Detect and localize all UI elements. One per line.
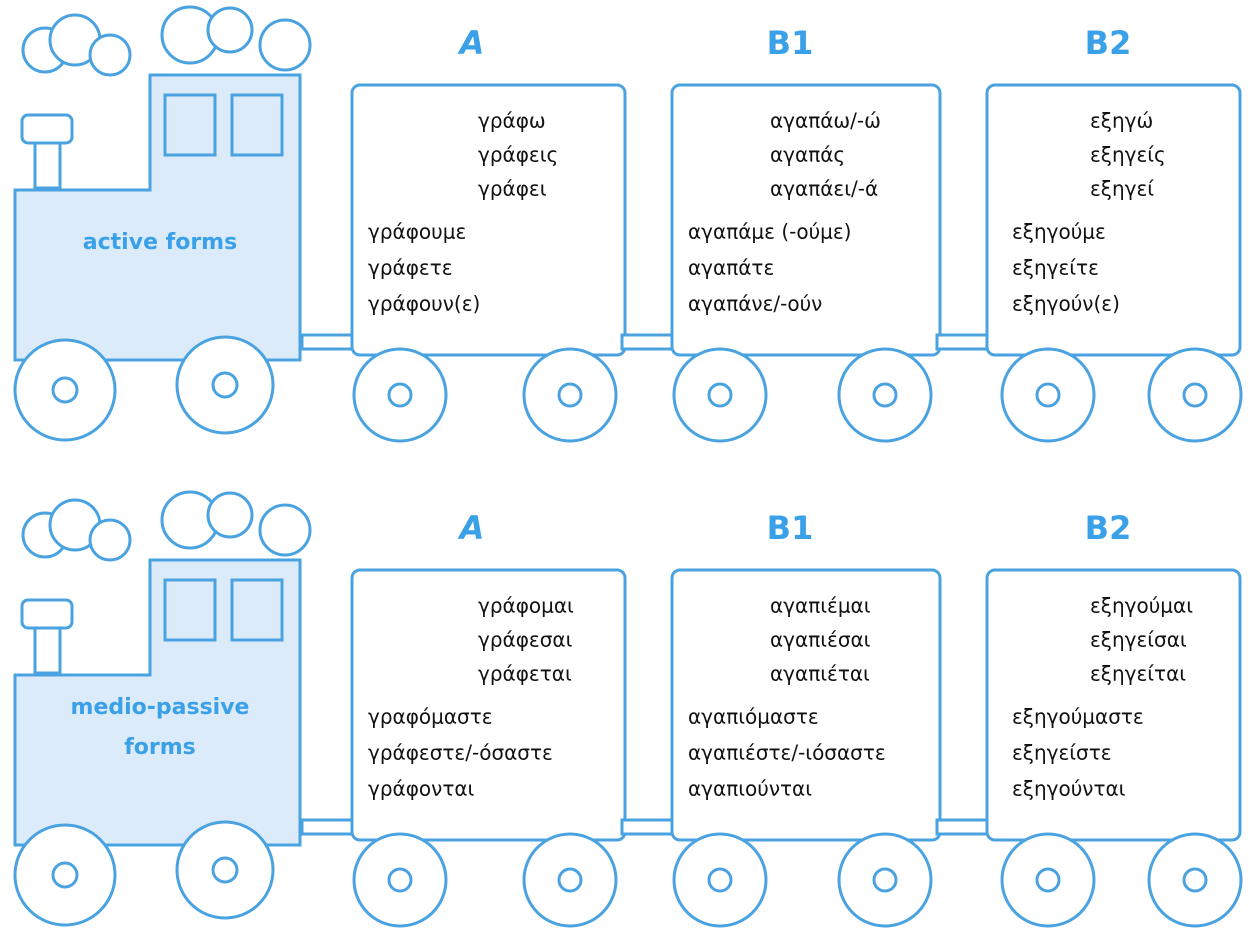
smoke-cloud [88, 518, 132, 562]
chimney [20, 598, 74, 630]
plural-form: εξηγείστε [1012, 741, 1112, 765]
wheel-hub [387, 867, 413, 893]
singular-form: αγαπάς [770, 143, 845, 167]
wagon-heading: B2 [1085, 509, 1132, 547]
engine-window [230, 93, 284, 157]
wagon-heading: A [457, 24, 485, 62]
coupler [300, 818, 356, 836]
engine-window [230, 578, 284, 642]
wheel-hub [1182, 867, 1208, 893]
singular-form: εξηγεί [1090, 177, 1154, 201]
wagon-heading: A [457, 509, 485, 547]
wheel-hub [211, 856, 239, 884]
singular-form: αγαπάω/-ώ [770, 109, 881, 133]
wheel-hub [1035, 867, 1061, 893]
coupler [935, 333, 991, 351]
wagon [985, 83, 1242, 357]
coupler [620, 818, 676, 836]
plural-form: γράφετε [368, 256, 453, 280]
plural-form: αγαπιόμαστε [688, 705, 819, 729]
plural-form: γράφουν(ε) [368, 292, 480, 316]
plural-form: αγαπάνε/-ούν [688, 292, 822, 316]
engine-body [13, 73, 302, 362]
plural-form: εξηγούνται [1012, 777, 1126, 801]
engine-window [163, 93, 217, 157]
wheel-hub [707, 382, 733, 408]
singular-form: αγαπιέμαι [770, 594, 871, 618]
wagon-heading: B1 [767, 509, 814, 547]
singular-form: αγαπιέται [770, 662, 870, 686]
plural-form: αγαπιέστε/-ιόσαστε [688, 741, 886, 765]
wheel-hub [557, 867, 583, 893]
wagon [350, 83, 627, 357]
engine-label: medio-passive [71, 695, 250, 720]
plural-form: γραφόμαστε [368, 705, 493, 729]
wheel-hub [211, 371, 239, 399]
singular-form: γράφεται [478, 662, 572, 686]
wheel-hub [1035, 382, 1061, 408]
wheel-hub [51, 376, 79, 404]
wheel-hub [557, 382, 583, 408]
smoke-cloud [258, 18, 312, 72]
engine-label: active forms [83, 230, 237, 255]
smoke-cloud [258, 503, 312, 557]
singular-form: αγαπάει/-ά [770, 177, 878, 201]
singular-form: γράφομαι [478, 594, 574, 618]
plural-form: εξηγούν(ε) [1012, 292, 1120, 316]
plural-form: εξηγούμε [1012, 220, 1106, 244]
singular-form: γράφει [478, 177, 547, 201]
chimney-stem [33, 141, 62, 190]
wheel-hub [872, 382, 898, 408]
wagon [670, 83, 942, 357]
plural-form: εξηγούμαστε [1012, 705, 1144, 729]
coupler [300, 333, 356, 351]
plural-form: αγαπάτε [688, 256, 774, 280]
wagon [670, 568, 942, 842]
coupler [620, 333, 676, 351]
engine-label: forms [124, 735, 196, 760]
plural-form: γράφεστε/-όσαστε [368, 741, 553, 765]
singular-form: γράφω [478, 109, 546, 133]
plural-form: αγαπάμε (-ούμε) [688, 220, 852, 244]
singular-form: αγαπιέσαι [770, 628, 871, 652]
plural-form: γράφουμε [368, 220, 466, 244]
singular-form: γράφεις [478, 143, 558, 167]
wheel-hub [387, 382, 413, 408]
smoke-cloud [206, 491, 254, 539]
smoke-cloud [88, 33, 132, 77]
wagon [985, 568, 1242, 842]
plural-form: γράφονται [368, 777, 475, 801]
wagon [350, 568, 627, 842]
singular-form: εξηγείς [1090, 143, 1166, 167]
wheel-hub [707, 867, 733, 893]
wheel-hub [872, 867, 898, 893]
chimney [20, 113, 74, 145]
plural-form: εξηγείτε [1012, 256, 1099, 280]
smoke-cloud [206, 6, 254, 54]
singular-form: εξηγείται [1090, 662, 1186, 686]
plural-form: αγαπιούνται [688, 777, 812, 801]
wagon-heading: B1 [767, 24, 814, 62]
singular-form: γράφεσαι [478, 628, 573, 652]
singular-form: εξηγείσαι [1090, 628, 1187, 652]
wheel-hub [1182, 382, 1208, 408]
chimney-stem [33, 626, 62, 675]
singular-form: εξηγώ [1090, 109, 1153, 133]
wheel-hub [51, 861, 79, 889]
wagon-heading: B2 [1085, 24, 1132, 62]
singular-form: εξηγούμαι [1090, 594, 1193, 618]
engine-window [163, 578, 217, 642]
coupler [935, 818, 991, 836]
engine-body [13, 558, 302, 847]
